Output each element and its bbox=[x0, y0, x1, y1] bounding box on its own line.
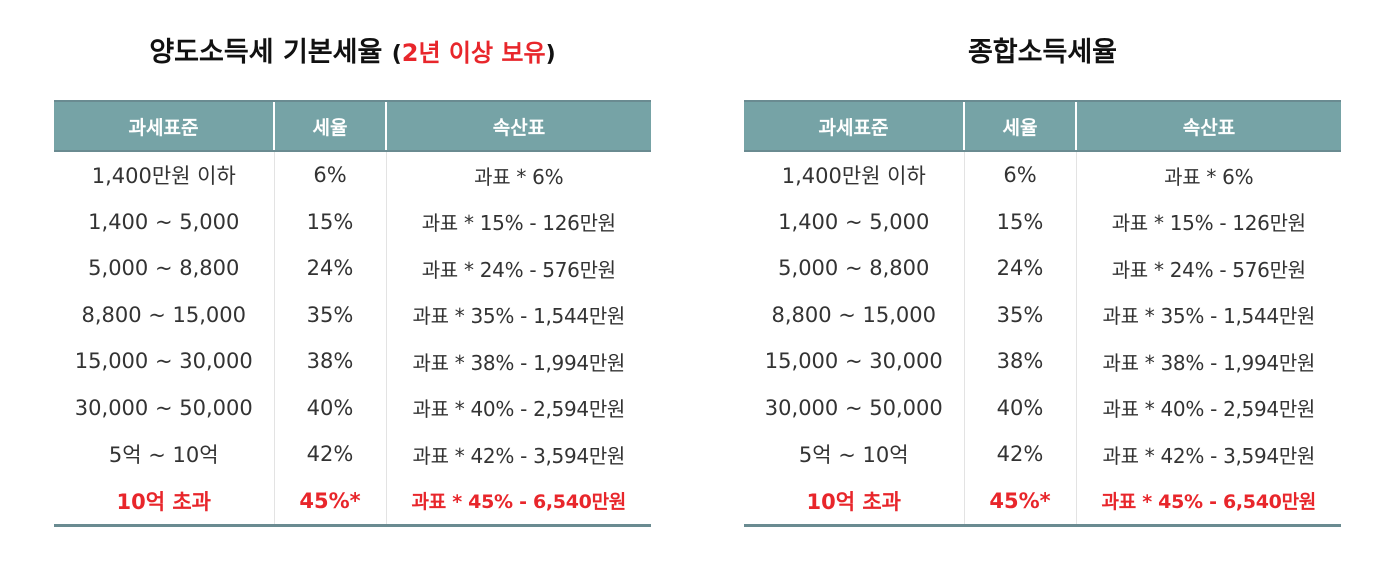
table-row-highlighted: 10억 초과 45%* 과표 * 45% - 6,540만원 bbox=[54, 477, 651, 526]
quick-formula-cell: 과표 * 40% - 2,594만원 bbox=[1075, 384, 1341, 431]
tax-base-cell: 5억 ~ 10억 bbox=[108, 443, 219, 468]
table-row: 8,800 ~ 15,000 35% 과표 * 35% - 1,544만원 bbox=[744, 291, 1341, 338]
tax-base-cell: 8,800 ~ 15,000 bbox=[771, 302, 937, 327]
title-main-text: 양도소득세 기본세율 bbox=[149, 37, 392, 68]
title-paren-open: ( bbox=[391, 42, 402, 67]
quick-formula-cell: 과표 * 42% - 3,594만원 bbox=[1075, 431, 1341, 478]
tax-rate-cell: 24% bbox=[963, 245, 1076, 292]
table-row: 30,000 ~ 50,000 40% 과표 * 40% - 2,594만원 bbox=[744, 384, 1341, 431]
tax-base-cell: 1,400 ~ 5,000 bbox=[778, 209, 930, 234]
header-tax-base: 과세표준 bbox=[744, 100, 964, 152]
quick-formula-cell: 과표 * 45% - 6,540만원 bbox=[1075, 477, 1341, 526]
quick-formula-cell: 과표 * 42% - 3,594만원 bbox=[385, 431, 651, 478]
tax-rate-cell: 42% bbox=[273, 431, 386, 478]
tax-base-cell: 1,400만원 이하 bbox=[781, 164, 926, 189]
table-row: 1,400 ~ 5,000 15% 과표 * 15% - 126만원 bbox=[54, 198, 651, 245]
tax-base-cell: 5,000 ~ 8,800 bbox=[88, 256, 240, 281]
capital-gains-tax-title: 양도소득세 기본세율 (2년 이상 보유) bbox=[54, 28, 651, 78]
tax-base-cell: 15,000 ~ 30,000 bbox=[764, 349, 943, 374]
quick-formula-cell: 과표 * 38% - 1,994만원 bbox=[1075, 338, 1341, 385]
tax-rate-cell: 15% bbox=[963, 198, 1076, 245]
tax-rate-cell: 42% bbox=[963, 431, 1076, 478]
table-row: 15,000 ~ 30,000 38% 과표 * 38% - 1,994만원 bbox=[54, 338, 651, 385]
quick-formula-cell: 과표 * 24% - 576만원 bbox=[385, 245, 651, 292]
quick-formula-cell: 과표 * 38% - 1,994만원 bbox=[385, 338, 651, 385]
quick-formula-cell: 과표 * 15% - 126만원 bbox=[385, 198, 651, 245]
tax-rate-cell: 38% bbox=[273, 338, 386, 385]
quick-formula-cell: 과표 * 6% bbox=[385, 151, 651, 199]
tax-rate-cell: 45%* bbox=[273, 477, 386, 526]
tax-base-cell: 10억 초과 bbox=[806, 489, 902, 514]
table-row: 1,400만원 이하 6% 과표 * 6% bbox=[744, 151, 1341, 199]
table-header-row: 과세표준 세율 속산표 bbox=[744, 100, 1341, 152]
tax-base-cell: 30,000 ~ 50,000 bbox=[764, 395, 943, 420]
tax-base-cell: 5억 ~ 10억 bbox=[798, 443, 909, 468]
tax-base-cell: 8,800 ~ 15,000 bbox=[81, 302, 247, 327]
title-paren-close: ) bbox=[545, 42, 556, 67]
quick-formula-cell: 과표 * 40% - 2,594만원 bbox=[385, 384, 651, 431]
table-row: 5억 ~ 10억 42% 과표 * 42% - 3,594만원 bbox=[744, 431, 1341, 478]
table-row: 15,000 ~ 30,000 38% 과표 * 38% - 1,994만원 bbox=[744, 338, 1341, 385]
tax-base-cell: 15,000 ~ 30,000 bbox=[74, 349, 253, 374]
quick-formula-cell: 과표 * 6% bbox=[1075, 151, 1341, 199]
tax-base-cell: 10억 초과 bbox=[116, 489, 212, 514]
tax-rate-cell: 6% bbox=[963, 151, 1076, 199]
tax-rate-cell: 40% bbox=[963, 384, 1076, 431]
table-header-row: 과세표준 세율 속산표 bbox=[54, 100, 651, 152]
table-row: 1,400 ~ 5,000 15% 과표 * 15% - 126만원 bbox=[744, 198, 1341, 245]
table-row: 5,000 ~ 8,800 24% 과표 * 24% - 576만원 bbox=[54, 245, 651, 292]
income-tax-title: 종합소득세율 bbox=[967, 37, 1118, 68]
tax-rate-cell: 40% bbox=[273, 384, 386, 431]
header-quick-formula: 속산표 bbox=[1075, 100, 1341, 152]
capital-gains-tax-table: 과세표준 세율 속산표 1,400만원 이하 6% 과표 * 6% 1,400 … bbox=[54, 100, 651, 527]
tax-rate-cell: 38% bbox=[963, 338, 1076, 385]
tax-rate-cell: 35% bbox=[963, 291, 1076, 338]
header-tax-rate: 세율 bbox=[273, 100, 386, 152]
table-row: 5억 ~ 10억 42% 과표 * 42% - 3,594만원 bbox=[54, 431, 651, 478]
tax-base-cell: 1,400 ~ 5,000 bbox=[88, 209, 240, 234]
tax-rate-cell: 35% bbox=[273, 291, 386, 338]
header-tax-rate: 세율 bbox=[963, 100, 1076, 152]
quick-formula-cell: 과표 * 35% - 1,544만원 bbox=[385, 291, 651, 338]
table-row: 5,000 ~ 8,800 24% 과표 * 24% - 576만원 bbox=[744, 245, 1341, 292]
title-highlight-text: 2년 이상 보유 bbox=[401, 39, 546, 67]
tax-base-cell: 5,000 ~ 8,800 bbox=[778, 256, 930, 281]
header-tax-base: 과세표준 bbox=[54, 100, 274, 152]
tax-rate-cell: 6% bbox=[273, 151, 386, 199]
table-row: 30,000 ~ 50,000 40% 과표 * 40% - 2,594만원 bbox=[54, 384, 651, 431]
quick-formula-cell: 과표 * 15% - 126만원 bbox=[1075, 198, 1341, 245]
tax-rate-cell: 24% bbox=[273, 245, 386, 292]
capital-gains-tax-panel: 양도소득세 기본세율 (2년 이상 보유) 과세표준 세율 속산표 1,400만… bbox=[54, 0, 651, 527]
tax-rate-cell: 15% bbox=[273, 198, 386, 245]
income-tax-table: 과세표준 세율 속산표 1,400만원 이하 6% 과표 * 6% 1,400 … bbox=[744, 100, 1341, 527]
table-row-highlighted: 10억 초과 45%* 과표 * 45% - 6,540만원 bbox=[744, 477, 1341, 526]
quick-formula-cell: 과표 * 45% - 6,540만원 bbox=[385, 477, 651, 526]
tax-base-cell: 30,000 ~ 50,000 bbox=[74, 395, 253, 420]
tax-base-cell: 1,400만원 이하 bbox=[91, 164, 236, 189]
header-quick-formula: 속산표 bbox=[385, 100, 651, 152]
income-tax-panel: 종합소득세율 과세표준 세율 속산표 1,400만원 이하 6% 과표 * 6%… bbox=[744, 0, 1341, 527]
quick-formula-cell: 과표 * 35% - 1,544만원 bbox=[1075, 291, 1341, 338]
table-row: 8,800 ~ 15,000 35% 과표 * 35% - 1,544만원 bbox=[54, 291, 651, 338]
tax-rate-cell: 45%* bbox=[963, 477, 1076, 526]
quick-formula-cell: 과표 * 24% - 576만원 bbox=[1075, 245, 1341, 292]
table-row: 1,400만원 이하 6% 과표 * 6% bbox=[54, 151, 651, 199]
